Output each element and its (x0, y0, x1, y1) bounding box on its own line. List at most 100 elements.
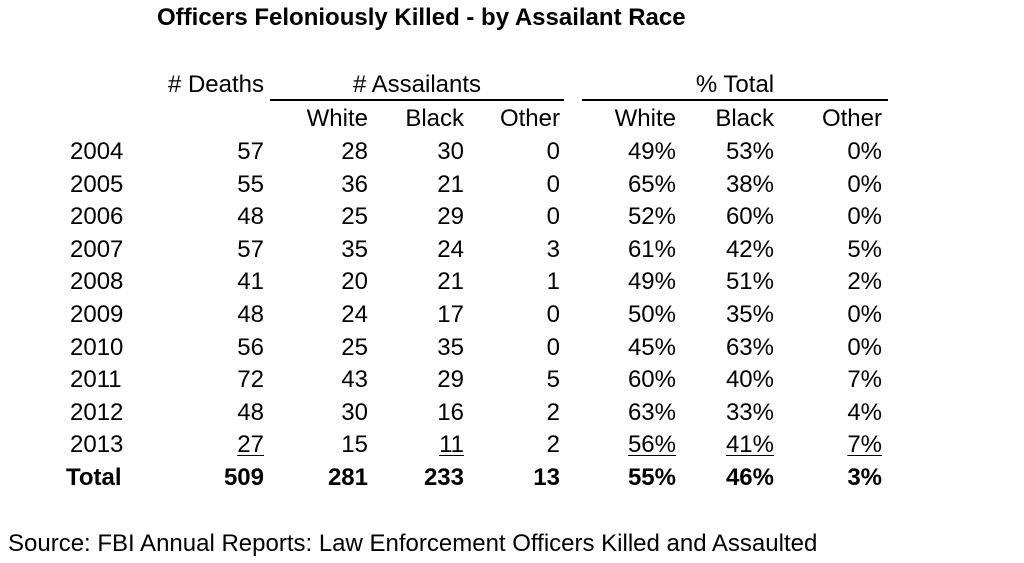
total-cell: 55% (627, 464, 676, 491)
table-cell: 3 (546, 235, 560, 263)
table-cell: 1 (546, 268, 560, 296)
row-year: 2010 (70, 333, 124, 361)
table-cell: 35% (725, 301, 774, 328)
table-cell: 49% (627, 138, 676, 165)
total-cell: 233 (423, 464, 464, 491)
row-year: 2004 (70, 138, 124, 165)
table-cell: 16 (437, 398, 464, 426)
table-cell: 0% (847, 333, 882, 361)
table-cell: 35 (437, 333, 464, 361)
table-cell: 27 (237, 431, 264, 459)
header-pct-total: % Total (695, 71, 775, 98)
pct-total-rule (582, 99, 888, 101)
table-cell: 57 (237, 235, 264, 263)
subheader-black: Black (715, 105, 774, 132)
table-cell: 30 (437, 138, 464, 165)
total-cell: 46% (725, 464, 774, 491)
row-year: 2008 (70, 268, 124, 296)
table-cell: 29 (437, 203, 464, 231)
table-cell: 2% (847, 268, 882, 296)
table-cell: 45% (627, 333, 676, 361)
table-title: Officers Feloniously Killed - by Assaila… (157, 4, 686, 31)
row-year: 2011 (70, 366, 122, 394)
table-cell: 50% (627, 301, 676, 328)
subheader-white: White (614, 105, 676, 132)
table-cell: 0 (546, 138, 560, 165)
table-cell: 42% (725, 235, 774, 263)
total-cell: 13 (533, 464, 560, 491)
table-cell: 24 (437, 235, 464, 263)
table-cell: 28 (341, 138, 368, 165)
table-cell: 56% (627, 431, 676, 459)
table-cell: 29 (437, 366, 464, 394)
table-cell: 0 (546, 301, 560, 328)
table-cell: 0% (847, 301, 882, 328)
table-cell: 0 (546, 333, 560, 361)
table-cell: 2 (546, 431, 560, 459)
row-year: 2013 (70, 431, 124, 459)
table-cell: 56 (237, 333, 264, 361)
table-cell: 33% (725, 398, 774, 426)
table-cell: 21 (437, 170, 464, 198)
row-year: 2006 (70, 203, 124, 231)
total-cell: 281 (327, 464, 368, 491)
table-cell: 24 (341, 301, 368, 328)
table-cell: 25 (341, 333, 368, 361)
table-cell: 41 (237, 268, 264, 296)
table-cell: 60% (725, 203, 774, 231)
table-cell: 15 (341, 431, 368, 459)
table-cell: 5 (546, 366, 560, 394)
row-year: 2012 (70, 398, 124, 426)
table-cell: 60% (627, 366, 676, 394)
subheader-white: White (306, 105, 368, 132)
table-cell: 35 (341, 235, 368, 263)
table-cell: 11 (439, 431, 464, 459)
table-cell: 63% (725, 333, 774, 361)
table-cell: 0% (847, 170, 882, 198)
table-cell: 53% (725, 138, 774, 165)
table-cell: 65% (627, 170, 676, 198)
row-year: 2009 (70, 301, 124, 328)
table-cell: 38% (725, 170, 774, 198)
total-label: Total (66, 464, 122, 491)
table-cell: 0 (546, 170, 560, 198)
header-assailants: # Assailants (352, 71, 482, 98)
subheader-other: Other (499, 105, 560, 132)
table-cell: 55 (237, 170, 264, 198)
data-table: # Deaths # Assailants % Total White Black Oth… (66, 71, 888, 491)
table-cell: 4% (847, 398, 882, 426)
table-cell: 0 (546, 203, 560, 231)
total-cell: 509 (223, 464, 264, 491)
table-cell: 49% (627, 268, 676, 296)
assailants-rule (270, 99, 564, 101)
table-cell: 0% (847, 138, 882, 165)
table-cell: 52% (627, 203, 676, 231)
subheader-black: Black (405, 105, 464, 132)
row-year: 2005 (70, 170, 124, 198)
total-cell: 3% (847, 464, 882, 491)
table-cell: 36 (341, 170, 368, 198)
table-cell: 72 (237, 366, 264, 394)
table-cell: 7% (847, 366, 882, 394)
row-year: 2007 (70, 235, 124, 263)
table-cell: 51% (725, 268, 774, 296)
table-cell: 63% (627, 398, 676, 426)
table-cell: 48 (237, 398, 264, 426)
source-note: Source: FBI Annual Reports: Law Enforcem… (8, 530, 818, 557)
table-cell: 20 (341, 268, 368, 296)
subheader-other: Other (821, 105, 882, 132)
table-cell: 30 (341, 398, 368, 426)
table-cell: 61% (627, 235, 676, 263)
table-cell: 0% (847, 203, 882, 231)
table-cell: 2 (546, 398, 560, 426)
table-cell: 57 (237, 138, 264, 165)
table-cell: 25 (341, 203, 368, 231)
table-cell: 41% (725, 431, 774, 459)
table-cell: 17 (437, 301, 464, 328)
table-cell: 5% (847, 235, 882, 263)
table-cell: 7% (847, 431, 882, 459)
table-cell: 43 (341, 366, 368, 394)
header-deaths: # Deaths (167, 71, 264, 98)
table-cell: 48 (237, 301, 264, 328)
table-cell: 21 (437, 268, 464, 296)
